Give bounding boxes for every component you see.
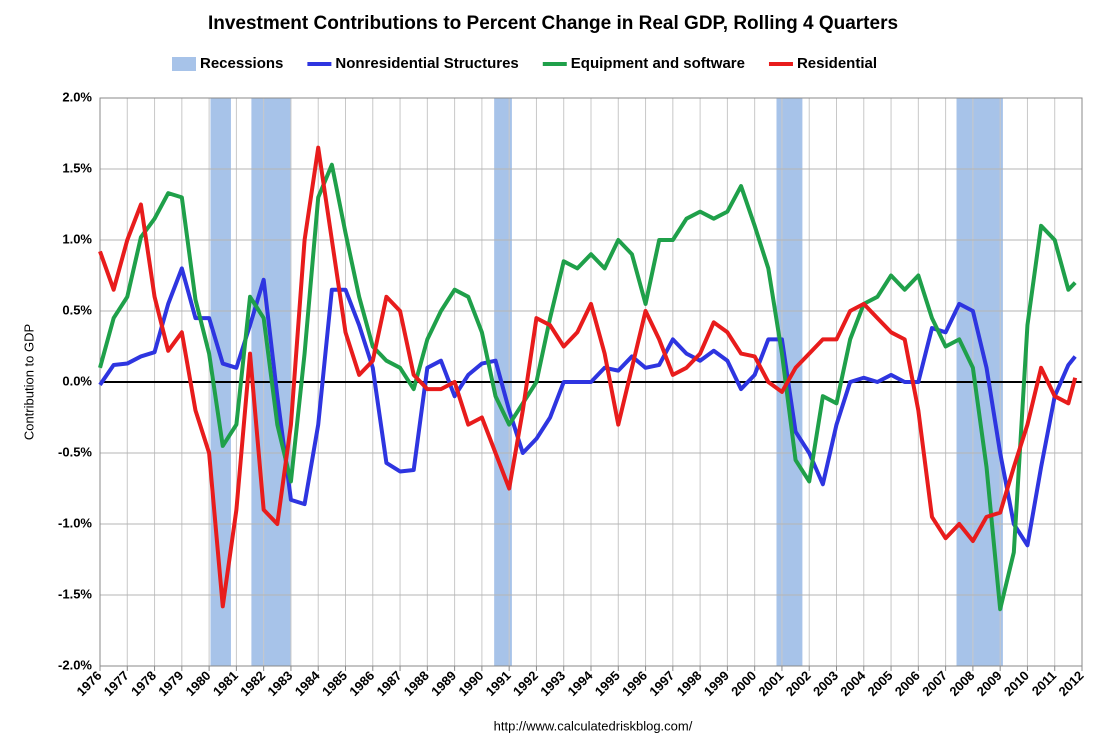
x-tick-label: 1995 (592, 668, 623, 699)
x-tick-label: 2003 (810, 668, 841, 699)
x-tick-label: 2007 (919, 668, 950, 699)
y-tick-label: -2.0% (58, 657, 92, 672)
x-tick-label: 1991 (483, 668, 514, 699)
series-line (98, 162, 1077, 612)
source-note: http://www.calculatedriskblog.com/ (494, 718, 693, 733)
legend-swatch (172, 57, 196, 71)
x-tick-label: 1984 (292, 667, 324, 699)
x-tick-label: 2011 (1029, 668, 1060, 699)
y-tick-label: 1.0% (62, 231, 92, 246)
legend-label: Residential (797, 55, 877, 72)
series-line (98, 266, 1077, 548)
x-tick-label: 1998 (674, 668, 705, 699)
x-tick-label: 1997 (646, 668, 677, 699)
x-tick-label: 1987 (374, 668, 405, 699)
legend-label: Recessions (200, 55, 283, 72)
x-tick-label: 2009 (974, 668, 1005, 699)
x-tick-label: 2004 (837, 667, 869, 699)
x-tick-label: 1983 (264, 668, 295, 699)
x-tick-label: 1994 (564, 667, 596, 699)
x-tick-label: 1985 (319, 668, 350, 699)
x-tick-label: 2008 (946, 668, 977, 699)
y-tick-label: 2.0% (62, 89, 92, 104)
x-tick-label: 2005 (865, 668, 896, 699)
x-tick-label: 1980 (183, 668, 214, 699)
x-tick-label: 2010 (1001, 668, 1032, 699)
y-tick-label: -0.5% (58, 444, 92, 459)
x-tick-label: 1978 (128, 668, 159, 699)
y-tick-label: -1.5% (58, 586, 92, 601)
x-tick-label: 1999 (701, 668, 732, 699)
x-tick-label: 1981 (210, 668, 241, 699)
x-tick-label: 1986 (346, 668, 377, 699)
x-tick-label: 1979 (155, 668, 186, 699)
series-line (98, 145, 1078, 609)
x-tick-label: 2000 (728, 668, 759, 699)
x-tick-label: 1976 (73, 668, 104, 699)
y-tick-label: 0.5% (62, 302, 92, 317)
x-tick-label: 2012 (1055, 668, 1086, 699)
x-tick-label: 1996 (619, 668, 650, 699)
x-tick-label: 1990 (455, 668, 486, 699)
x-tick-label: 1982 (237, 668, 268, 699)
x-tick-label: 1988 (401, 668, 432, 699)
y-axis-label: Contribution to GDP (21, 324, 36, 440)
x-tick-label: 2006 (892, 668, 923, 699)
y-tick-label: 1.5% (62, 160, 92, 175)
x-tick-label: 2001 (755, 668, 786, 699)
x-tick-label: 1989 (428, 668, 459, 699)
legend-label: Nonresidential Structures (335, 55, 518, 72)
x-tick-label: 1992 (510, 668, 541, 699)
y-tick-label: -1.0% (58, 515, 92, 530)
chart-title: Investment Contributions to Percent Chan… (208, 13, 898, 34)
x-tick-label: 2002 (783, 668, 814, 699)
x-tick-label: 1993 (537, 668, 568, 699)
x-tick-label: 1977 (101, 668, 132, 699)
legend-label: Equipment and software (571, 55, 745, 72)
y-tick-label: 0.0% (62, 373, 92, 388)
